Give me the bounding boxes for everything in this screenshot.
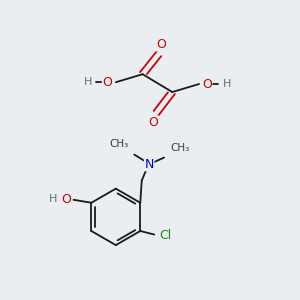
Text: CH₃: CH₃: [109, 139, 128, 149]
Text: O: O: [102, 76, 112, 89]
Text: O: O: [148, 116, 158, 129]
Text: H: H: [223, 79, 231, 89]
Text: H: H: [49, 194, 57, 204]
Text: Cl: Cl: [160, 229, 172, 242]
Text: N: N: [145, 158, 154, 171]
Text: O: O: [156, 38, 166, 51]
Text: O: O: [202, 77, 212, 91]
Text: CH₃: CH₃: [170, 143, 189, 153]
Text: H: H: [84, 77, 92, 87]
Text: O: O: [61, 193, 71, 206]
